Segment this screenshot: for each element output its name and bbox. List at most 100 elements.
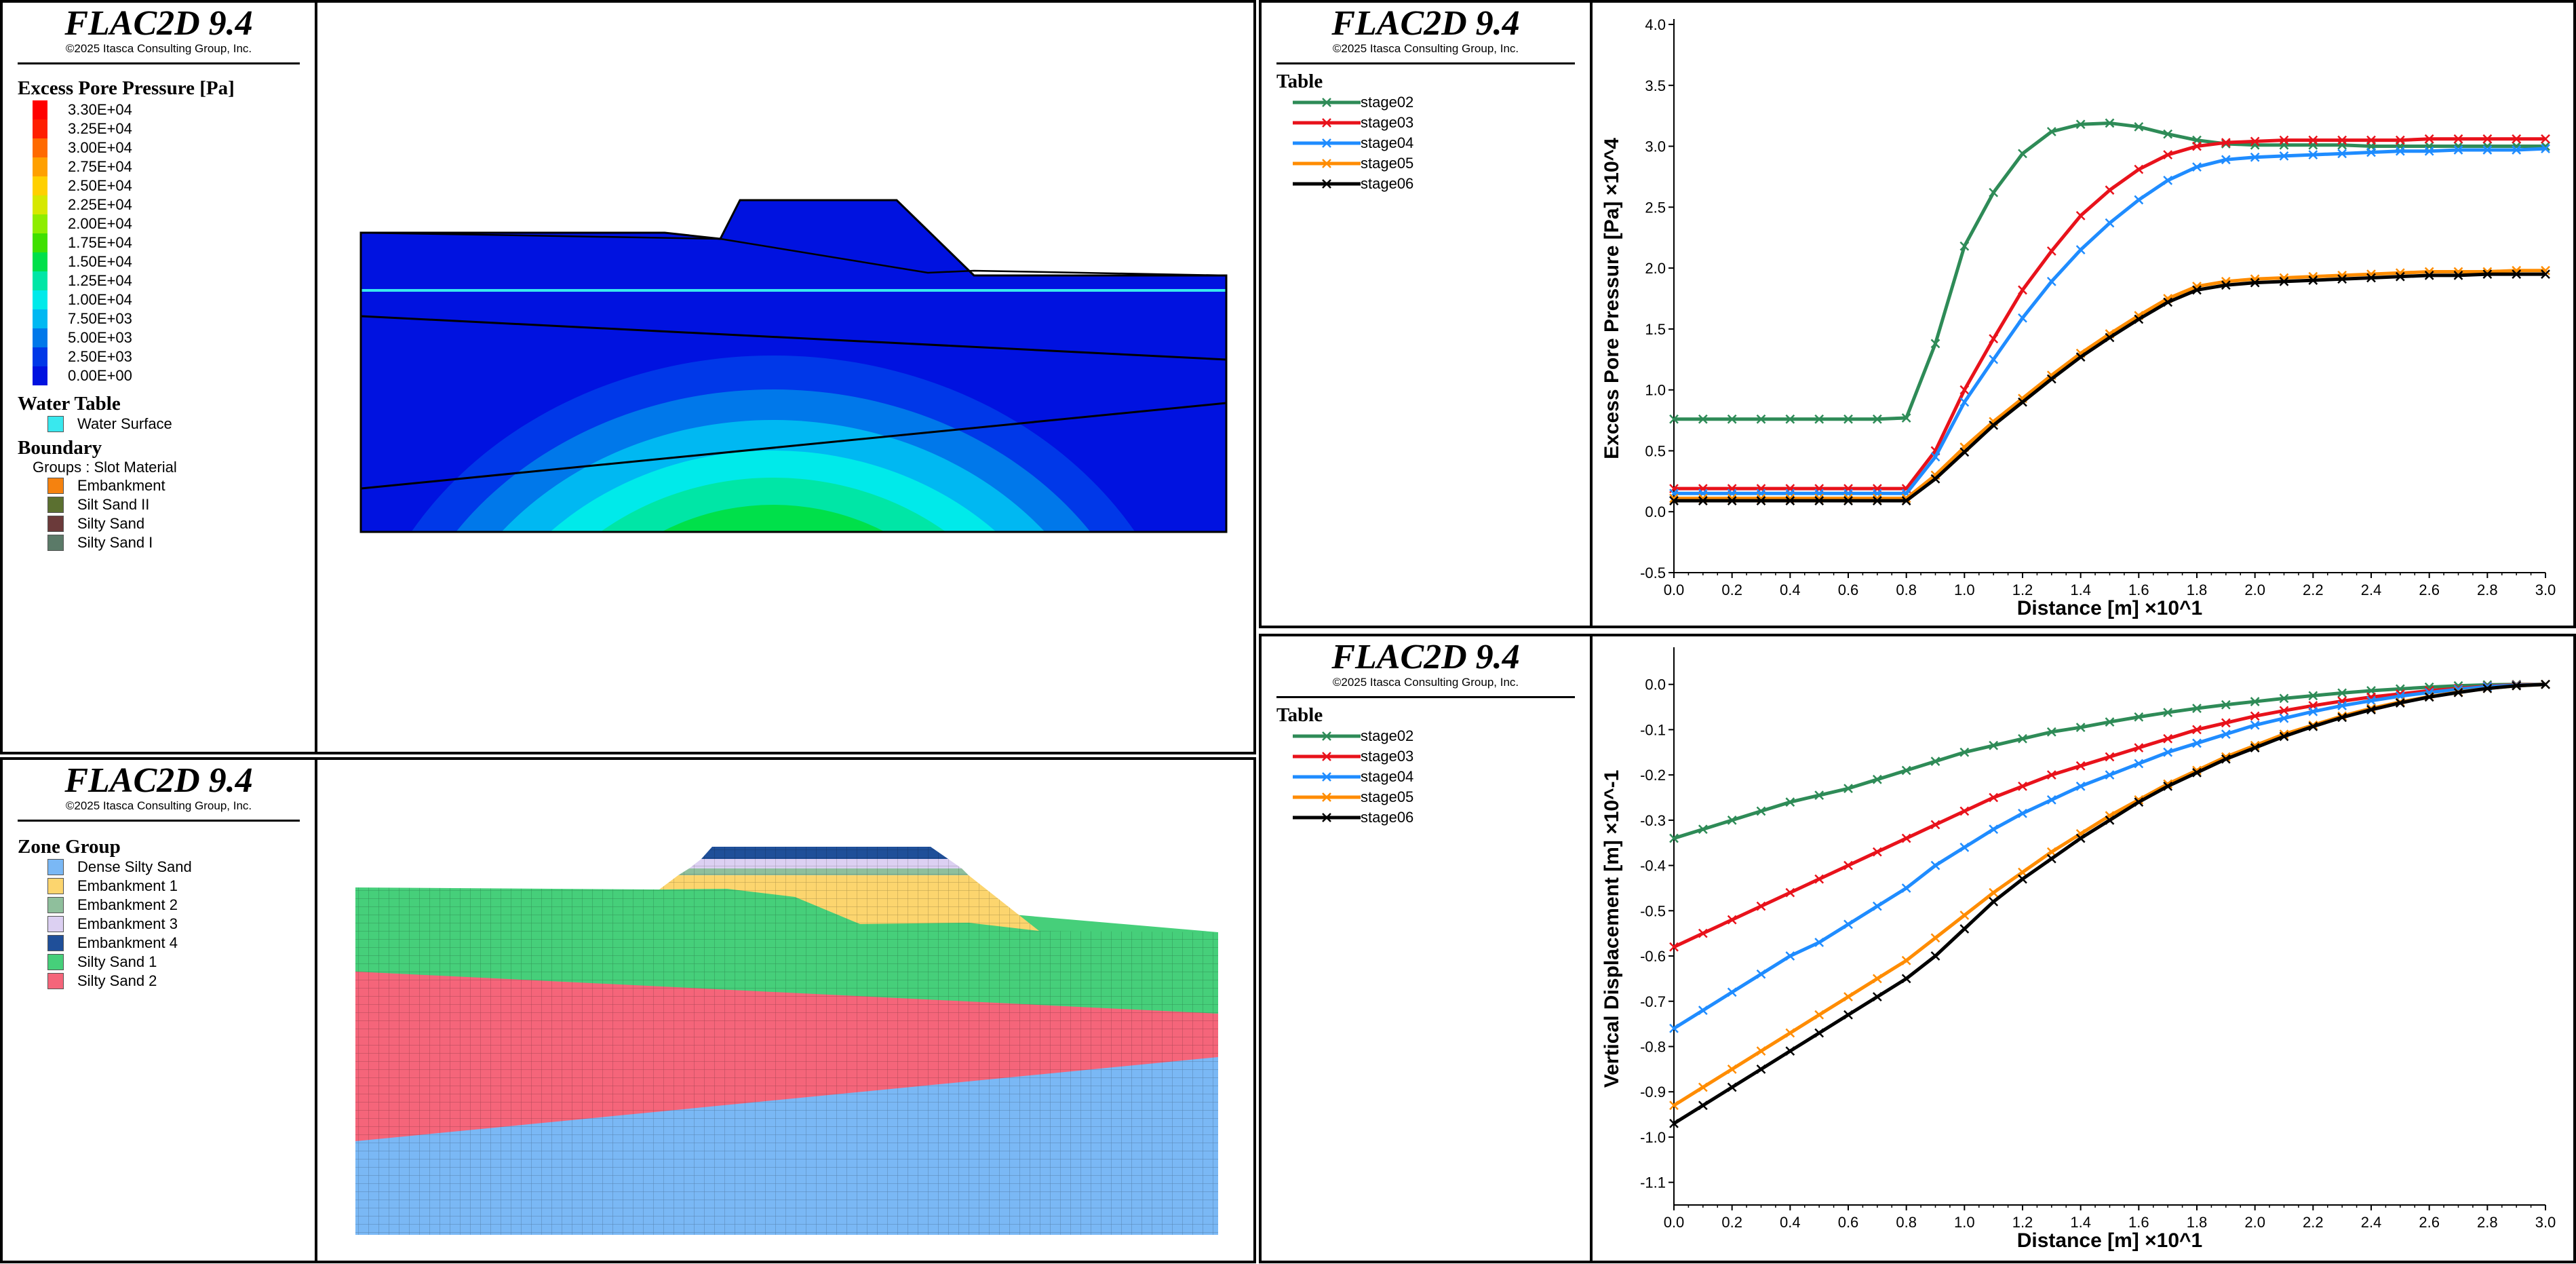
table-title: Table — [1276, 71, 1323, 92]
pore-pressure-legend: FLAC2D 9.4 ©2025 Itasca Consulting Group… — [3, 3, 317, 752]
brand-copyright: ©2025 Itasca Consulting Group, Inc. — [1332, 676, 1519, 689]
displacement-chart-area[interactable]: 0.0 0.2 0.4 0.6 0.8 1.0 1.2 1.4 1.6 1.8 2.0 2.2 2.4 2… — [1593, 636, 2573, 1261]
data-point — [1901, 496, 1911, 505]
data-point — [2163, 747, 2173, 757]
colorbar-swatch — [33, 366, 47, 385]
data-point — [2105, 185, 2115, 195]
displacement-chart: 0.0 0.2 0.4 0.6 0.8 1.0 1.2 1.4 1.6 1.8 2.0 2.2 2.4 2… — [1601, 647, 2556, 1252]
x-tick-label: 2.4 — [2361, 1214, 2382, 1231]
data-point — [2075, 781, 2086, 791]
data-point — [1872, 774, 1882, 784]
y-tick-label: 2.5 — [1645, 199, 1666, 216]
zone-label: Embankment 3 — [77, 915, 178, 932]
displacement-chart-panel: FLAC2D 9.4 ©2025 Itasca Consulting Group… — [1259, 634, 2576, 1263]
brand-header: FLAC2D 9.4 ©2025 Itasca Consulting Group… — [1262, 3, 1590, 64]
colorbar-swatch — [33, 157, 47, 176]
brand-title: FLAC2D 9.4 — [1331, 4, 1520, 43]
divider — [18, 62, 300, 64]
data-point — [1814, 496, 1824, 505]
colorbar-entry: 2.50E+04 — [33, 176, 315, 195]
data-point — [2250, 743, 2260, 752]
zone-label: Embankment 4 — [77, 934, 178, 951]
series-line-swatch — [1293, 792, 1361, 802]
brand-header: FLAC2D 9.4 ©2025 Itasca Consulting Group… — [3, 3, 315, 64]
series-legend-label: stage04 — [1361, 134, 1414, 151]
y-tick-label: 4.0 — [1645, 16, 1666, 33]
data-point — [2541, 679, 2550, 689]
x-tick-label: 2.0 — [2244, 581, 2265, 598]
pore-pressure-view[interactable] — [317, 3, 1253, 752]
series-stage04 — [1669, 679, 2550, 1033]
data-point — [2018, 733, 2027, 744]
data-point — [1785, 414, 1795, 424]
data-point — [2163, 129, 2173, 139]
y-tick-label: -0.4 — [1640, 858, 1666, 875]
colorbar-swatch — [33, 195, 47, 214]
data-point — [2134, 121, 2144, 132]
data-point — [2046, 727, 2056, 737]
x-tick-label: 1.8 — [2187, 1214, 2208, 1231]
boundary-swatch — [47, 535, 64, 551]
data-point — [2134, 759, 2144, 769]
data-point — [2075, 833, 2086, 843]
y-tick-label: 3.0 — [1645, 138, 1666, 155]
data-point — [2366, 273, 2376, 283]
data-point — [1872, 414, 1882, 424]
colorbar-swatch — [33, 138, 47, 157]
data-point — [2541, 269, 2550, 279]
y-tick-label: -0.5 — [1640, 564, 1666, 581]
series-line-swatch — [1293, 138, 1361, 148]
data-point — [2046, 770, 2056, 780]
data-point — [2395, 135, 2405, 145]
zone-group-view[interactable] — [317, 760, 1253, 1261]
data-point — [1843, 496, 1853, 505]
data-point — [2105, 218, 2115, 228]
pore-pressure-panel: FLAC2D 9.4 ©2025 Itasca Consulting Group… — [0, 0, 1256, 754]
y-tick-label: -1.0 — [1640, 1129, 1666, 1146]
pore-chart-area[interactable]: 0.0 0.2 0.4 0.6 0.8 1.0 1.2 1.4 1.6 1.8 2.0 2.2 2.4 2… — [1593, 3, 2573, 626]
data-point — [1959, 397, 1970, 407]
series-line-swatch — [1293, 118, 1361, 128]
boundary-label: Silty Sand I — [77, 534, 153, 551]
data-point — [1989, 792, 1999, 803]
series-stage04 — [1669, 144, 2550, 499]
colorbar-entry: 3.00E+04 — [33, 138, 315, 157]
colorbar-entry: 0.00E+00 — [33, 366, 315, 385]
data-point — [2424, 146, 2434, 156]
data-point — [1698, 928, 1708, 938]
colorbar-swatch — [33, 214, 47, 233]
data-point — [1959, 911, 1970, 920]
data-point — [1901, 974, 1911, 984]
data-point — [2018, 397, 2027, 407]
data-point — [1989, 824, 1999, 835]
zone-swatch — [47, 935, 64, 951]
data-point — [1785, 887, 1795, 898]
axes: 0.0 0.2 0.4 0.6 0.8 1.0 1.2 1.4 1.6 1.8 2.0 2.2 2.4 2… — [1640, 647, 2556, 1231]
series-legend-label: stage02 — [1361, 94, 1414, 111]
data-point — [2018, 874, 2027, 884]
zone-legend-title: Zone Group — [18, 836, 121, 858]
data-point — [1843, 919, 1853, 930]
zone-swatch — [47, 897, 64, 913]
data-point — [1959, 806, 1970, 816]
boundary-label: Silty Sand — [77, 515, 145, 532]
data-point — [2018, 867, 2027, 877]
x-tick-label: 2.0 — [2244, 1214, 2265, 1231]
divider — [1276, 696, 1575, 698]
colorbar-label: 3.25E+04 — [68, 120, 132, 137]
series-line — [1673, 683, 2546, 1030]
series-legend-item: stage06 — [1293, 174, 1590, 194]
pore-chart-legend: FLAC2D 9.4 ©2025 Itasca Consulting Group… — [1262, 3, 1593, 626]
boundary-item: Embankment — [47, 476, 315, 495]
data-point — [2046, 276, 2056, 286]
data-point — [2075, 245, 2086, 255]
data-point — [1989, 334, 1999, 344]
data-point — [2046, 246, 2056, 256]
data-point — [1959, 385, 1970, 395]
colorbar-entry: 5.00E+03 — [33, 328, 315, 347]
data-point — [1930, 860, 1940, 870]
data-point — [2337, 688, 2347, 698]
data-point — [2250, 720, 2260, 730]
colorbar-label: 2.00E+04 — [68, 215, 132, 232]
data-point — [2337, 149, 2347, 159]
